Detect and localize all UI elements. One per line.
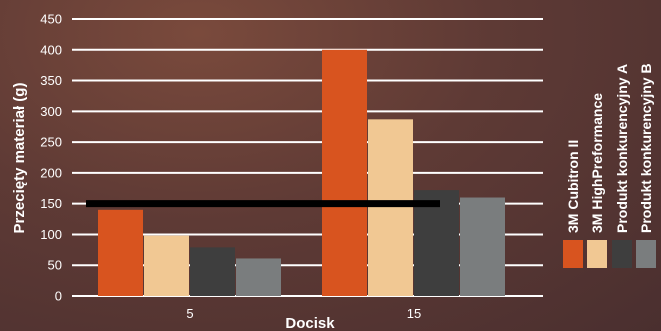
y-tick-labels: 0 50 100 150 200 250 300 350 400 450 [40, 12, 62, 304]
y-tick-label: 400 [40, 42, 62, 57]
bar [98, 209, 143, 296]
y-tick-label: 50 [48, 258, 62, 273]
bar [190, 247, 235, 296]
legend: 3M Cubitron II 3M HighPreformance Produkt … [563, 63, 656, 268]
legend-label: Produkt konkurencyjny B [638, 63, 654, 233]
bar [236, 258, 281, 296]
x-tick-labels: 5 15 [186, 306, 421, 321]
y-tick-label: 250 [40, 135, 62, 150]
bar [322, 49, 367, 297]
y-tick-label: 350 [40, 73, 62, 88]
y-tick-label: 450 [40, 12, 62, 27]
x-tick-label: 15 [407, 306, 421, 321]
bar [414, 190, 459, 296]
bar [460, 197, 505, 296]
y-tick-label: 150 [40, 196, 62, 211]
legend-label: Produkt konkurencyjny A [614, 64, 630, 233]
legend-swatch [563, 240, 583, 268]
legend-label: 3M HighPreformance [589, 93, 605, 233]
legend-label: 3M Cubitron II [565, 140, 581, 233]
x-tick-label: 5 [186, 306, 193, 321]
y-axis-title: Przecięty materiał (g) [11, 83, 28, 234]
legend-swatch [612, 240, 632, 268]
legend-swatch [636, 240, 656, 268]
bars [98, 49, 505, 297]
x-axis-title: Docisk [285, 315, 335, 331]
y-tick-label: 200 [40, 165, 62, 180]
y-tick-label: 0 [55, 289, 62, 304]
y-tick-label: 300 [40, 104, 62, 119]
legend-swatch [587, 240, 607, 268]
y-tick-label: 100 [40, 227, 62, 242]
bar [368, 119, 413, 296]
bar [144, 235, 189, 296]
